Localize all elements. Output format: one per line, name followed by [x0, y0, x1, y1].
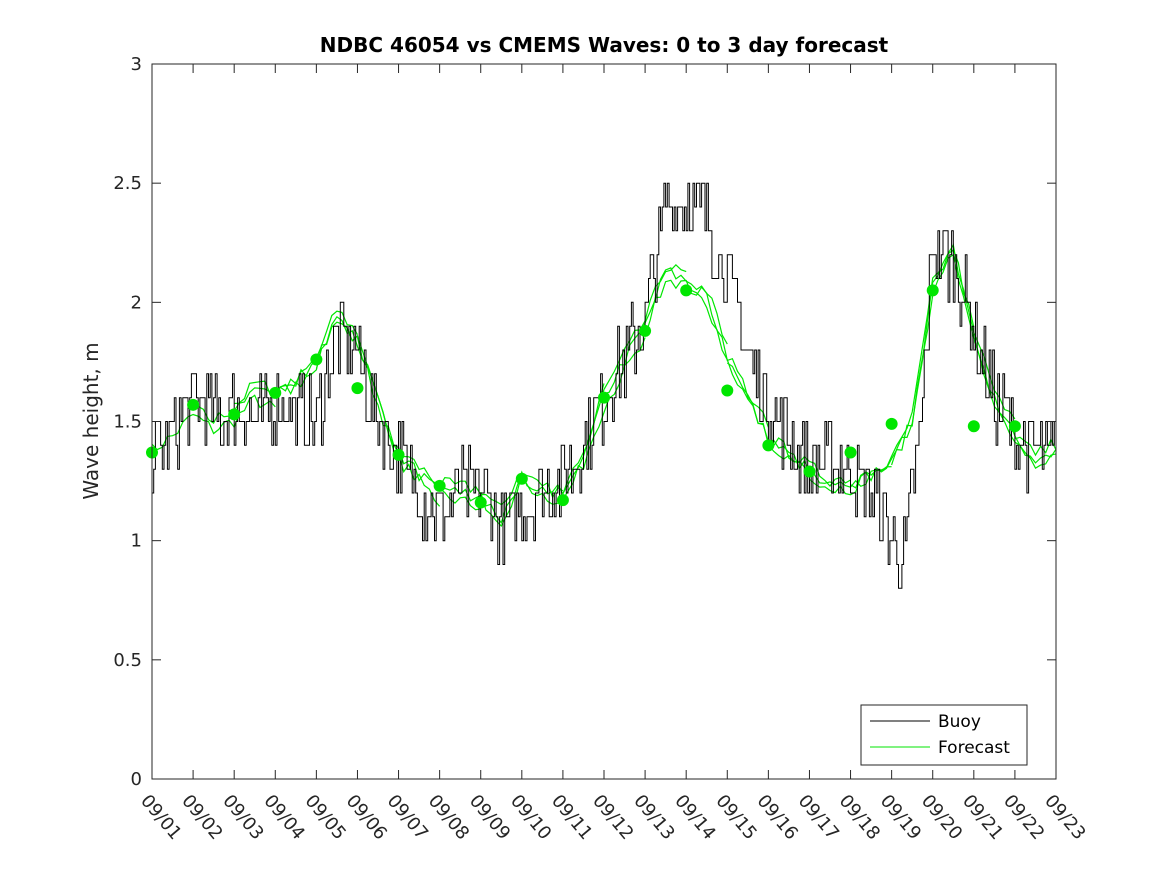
- forecast-marker: [474, 496, 487, 509]
- forecast-marker: [351, 382, 364, 395]
- forecast-marker: [187, 398, 200, 411]
- x-tick-label: 09/15: [711, 791, 760, 844]
- x-tick-label: 09/03: [218, 791, 267, 844]
- legend-box: [860, 704, 1028, 766]
- forecast-marker: [680, 284, 693, 297]
- forecast-marker: [926, 284, 939, 297]
- forecast-line-22: [1014, 436, 1057, 457]
- forecast-marker: [721, 384, 734, 397]
- forecast-line-14: [685, 285, 811, 472]
- forecast-marker: [269, 386, 282, 399]
- x-tick-label: 09/23: [1040, 791, 1089, 844]
- x-tick-label: 09/08: [424, 791, 473, 844]
- x-tick-label: 09/06: [342, 791, 391, 844]
- forecast-marker: [885, 417, 898, 430]
- x-tick-label: 09/12: [588, 791, 637, 844]
- x-tick-label: 09/19: [876, 791, 925, 844]
- x-tick-label: 09/14: [670, 791, 719, 844]
- y-tick-label: 0.5: [113, 650, 142, 671]
- y-tick-label: 0: [131, 769, 142, 790]
- x-tick-label: 09/07: [383, 791, 432, 844]
- x-tick-label: 09/18: [835, 791, 884, 844]
- x-tick-label: 09/02: [177, 791, 226, 844]
- forecast-marker: [515, 472, 528, 485]
- buoy-line: [152, 182, 1055, 589]
- legend-forecast-label: Forecast: [938, 738, 1010, 758]
- x-tick-label: 09/04: [259, 791, 308, 844]
- x-tick-label: 09/10: [506, 791, 555, 844]
- forecast-line-2: [192, 358, 317, 424]
- forecast-line-15: [726, 362, 851, 487]
- series-layer: [146, 182, 1057, 589]
- forecast-marker: [803, 465, 816, 478]
- forecast-marker: [598, 391, 610, 404]
- y-tick-label: 1: [131, 531, 142, 552]
- x-tick-label: 09/17: [794, 791, 843, 844]
- x-tick-label: 09/16: [753, 791, 802, 844]
- x-tick-label: 09/13: [629, 791, 678, 844]
- x-tick-label: 09/09: [465, 791, 514, 844]
- forecast-line-5: [315, 315, 441, 507]
- forecast-marker: [310, 353, 323, 366]
- forecast-marker: [762, 439, 775, 452]
- forecast-line-16: [767, 444, 892, 488]
- legend-buoy-label: Buoy: [938, 712, 981, 732]
- forecast-marker: [392, 448, 405, 461]
- forecast-marker: [967, 420, 980, 433]
- x-tick-label: 09/05: [301, 791, 350, 844]
- forecast-marker: [433, 479, 446, 492]
- y-tick-label: 2: [131, 292, 142, 313]
- forecast-line-1: [151, 394, 276, 451]
- y-tick-label: 2.5: [113, 173, 142, 194]
- forecast-marker: [1008, 420, 1021, 433]
- forecast-marker: [844, 446, 857, 459]
- x-tick-label: 09/22: [999, 791, 1048, 844]
- y-tick-label: 1.5: [113, 412, 142, 433]
- legend: Buoy Forecast: [860, 704, 1028, 766]
- x-tick-label: 09/21: [958, 791, 1007, 844]
- forecast-marker: [556, 494, 569, 507]
- forecast-marker: [228, 408, 241, 421]
- y-axis-label: Wave height, m: [79, 342, 103, 499]
- forecast-line-17: [809, 295, 934, 496]
- forecast-line-13: [644, 279, 769, 428]
- forecast-line-6: [356, 337, 481, 511]
- x-tick-label: 09/01: [136, 791, 185, 844]
- x-tick-label: 09/20: [917, 791, 966, 844]
- chart-title: NDBC 46054 vs CMEMS Waves: 0 to 3 day fo…: [320, 33, 889, 57]
- y-tick-label: 3: [131, 54, 142, 75]
- forecast-marker: [639, 324, 652, 337]
- x-tick-label: 09/11: [547, 791, 596, 844]
